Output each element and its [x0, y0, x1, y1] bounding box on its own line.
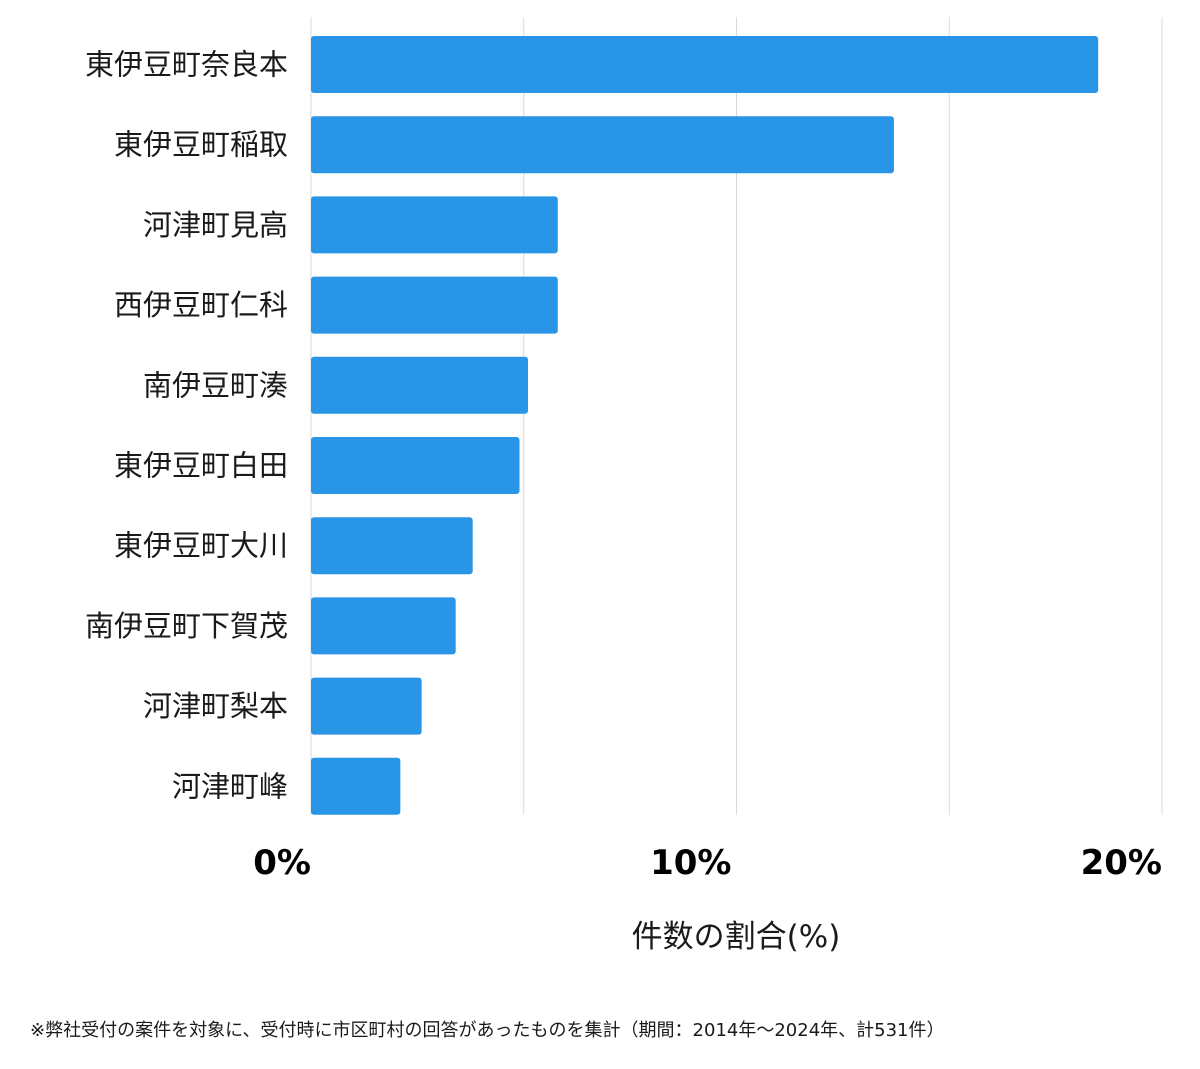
bar — [311, 437, 520, 494]
footnote: ※弊社受付の案件を対象に、受付時に市区町村の回答があったものを集計（期間：201… — [30, 1020, 945, 1041]
category-label: 西伊豆町仁科 — [114, 288, 288, 322]
bars — [311, 36, 1099, 815]
x-tick-label: 10% — [650, 843, 731, 883]
bar — [311, 36, 1099, 93]
bar — [311, 116, 894, 174]
bar — [311, 276, 558, 334]
category-label: 河津町梨本 — [143, 689, 288, 723]
bar — [311, 196, 558, 254]
bar — [311, 757, 401, 815]
x-tick-label: 0% — [253, 843, 311, 883]
x-tick-label: 20% — [1081, 843, 1162, 883]
category-labels: 東伊豆町奈良本東伊豆町稲取河津町見高西伊豆町仁科南伊豆町湊東伊豆町白田東伊豆町大… — [85, 48, 288, 804]
category-label: 東伊豆町大川 — [114, 529, 288, 563]
category-label: 東伊豆町白田 — [114, 449, 288, 483]
category-label: 河津町見高 — [143, 208, 288, 242]
bar — [311, 517, 473, 575]
category-label: 東伊豆町奈良本 — [85, 48, 288, 82]
bar — [311, 597, 456, 655]
category-label: 南伊豆町湊 — [143, 368, 288, 402]
category-label: 河津町峰 — [172, 769, 288, 803]
x-tick-labels: 0% 10% 20% — [253, 843, 1162, 883]
x-axis-title: 件数の割合(%) — [632, 919, 841, 955]
bar — [311, 356, 529, 414]
category-label: 東伊豆町稲取 — [114, 128, 288, 162]
category-label: 南伊豆町下賀茂 — [85, 609, 288, 643]
bar — [311, 677, 422, 735]
